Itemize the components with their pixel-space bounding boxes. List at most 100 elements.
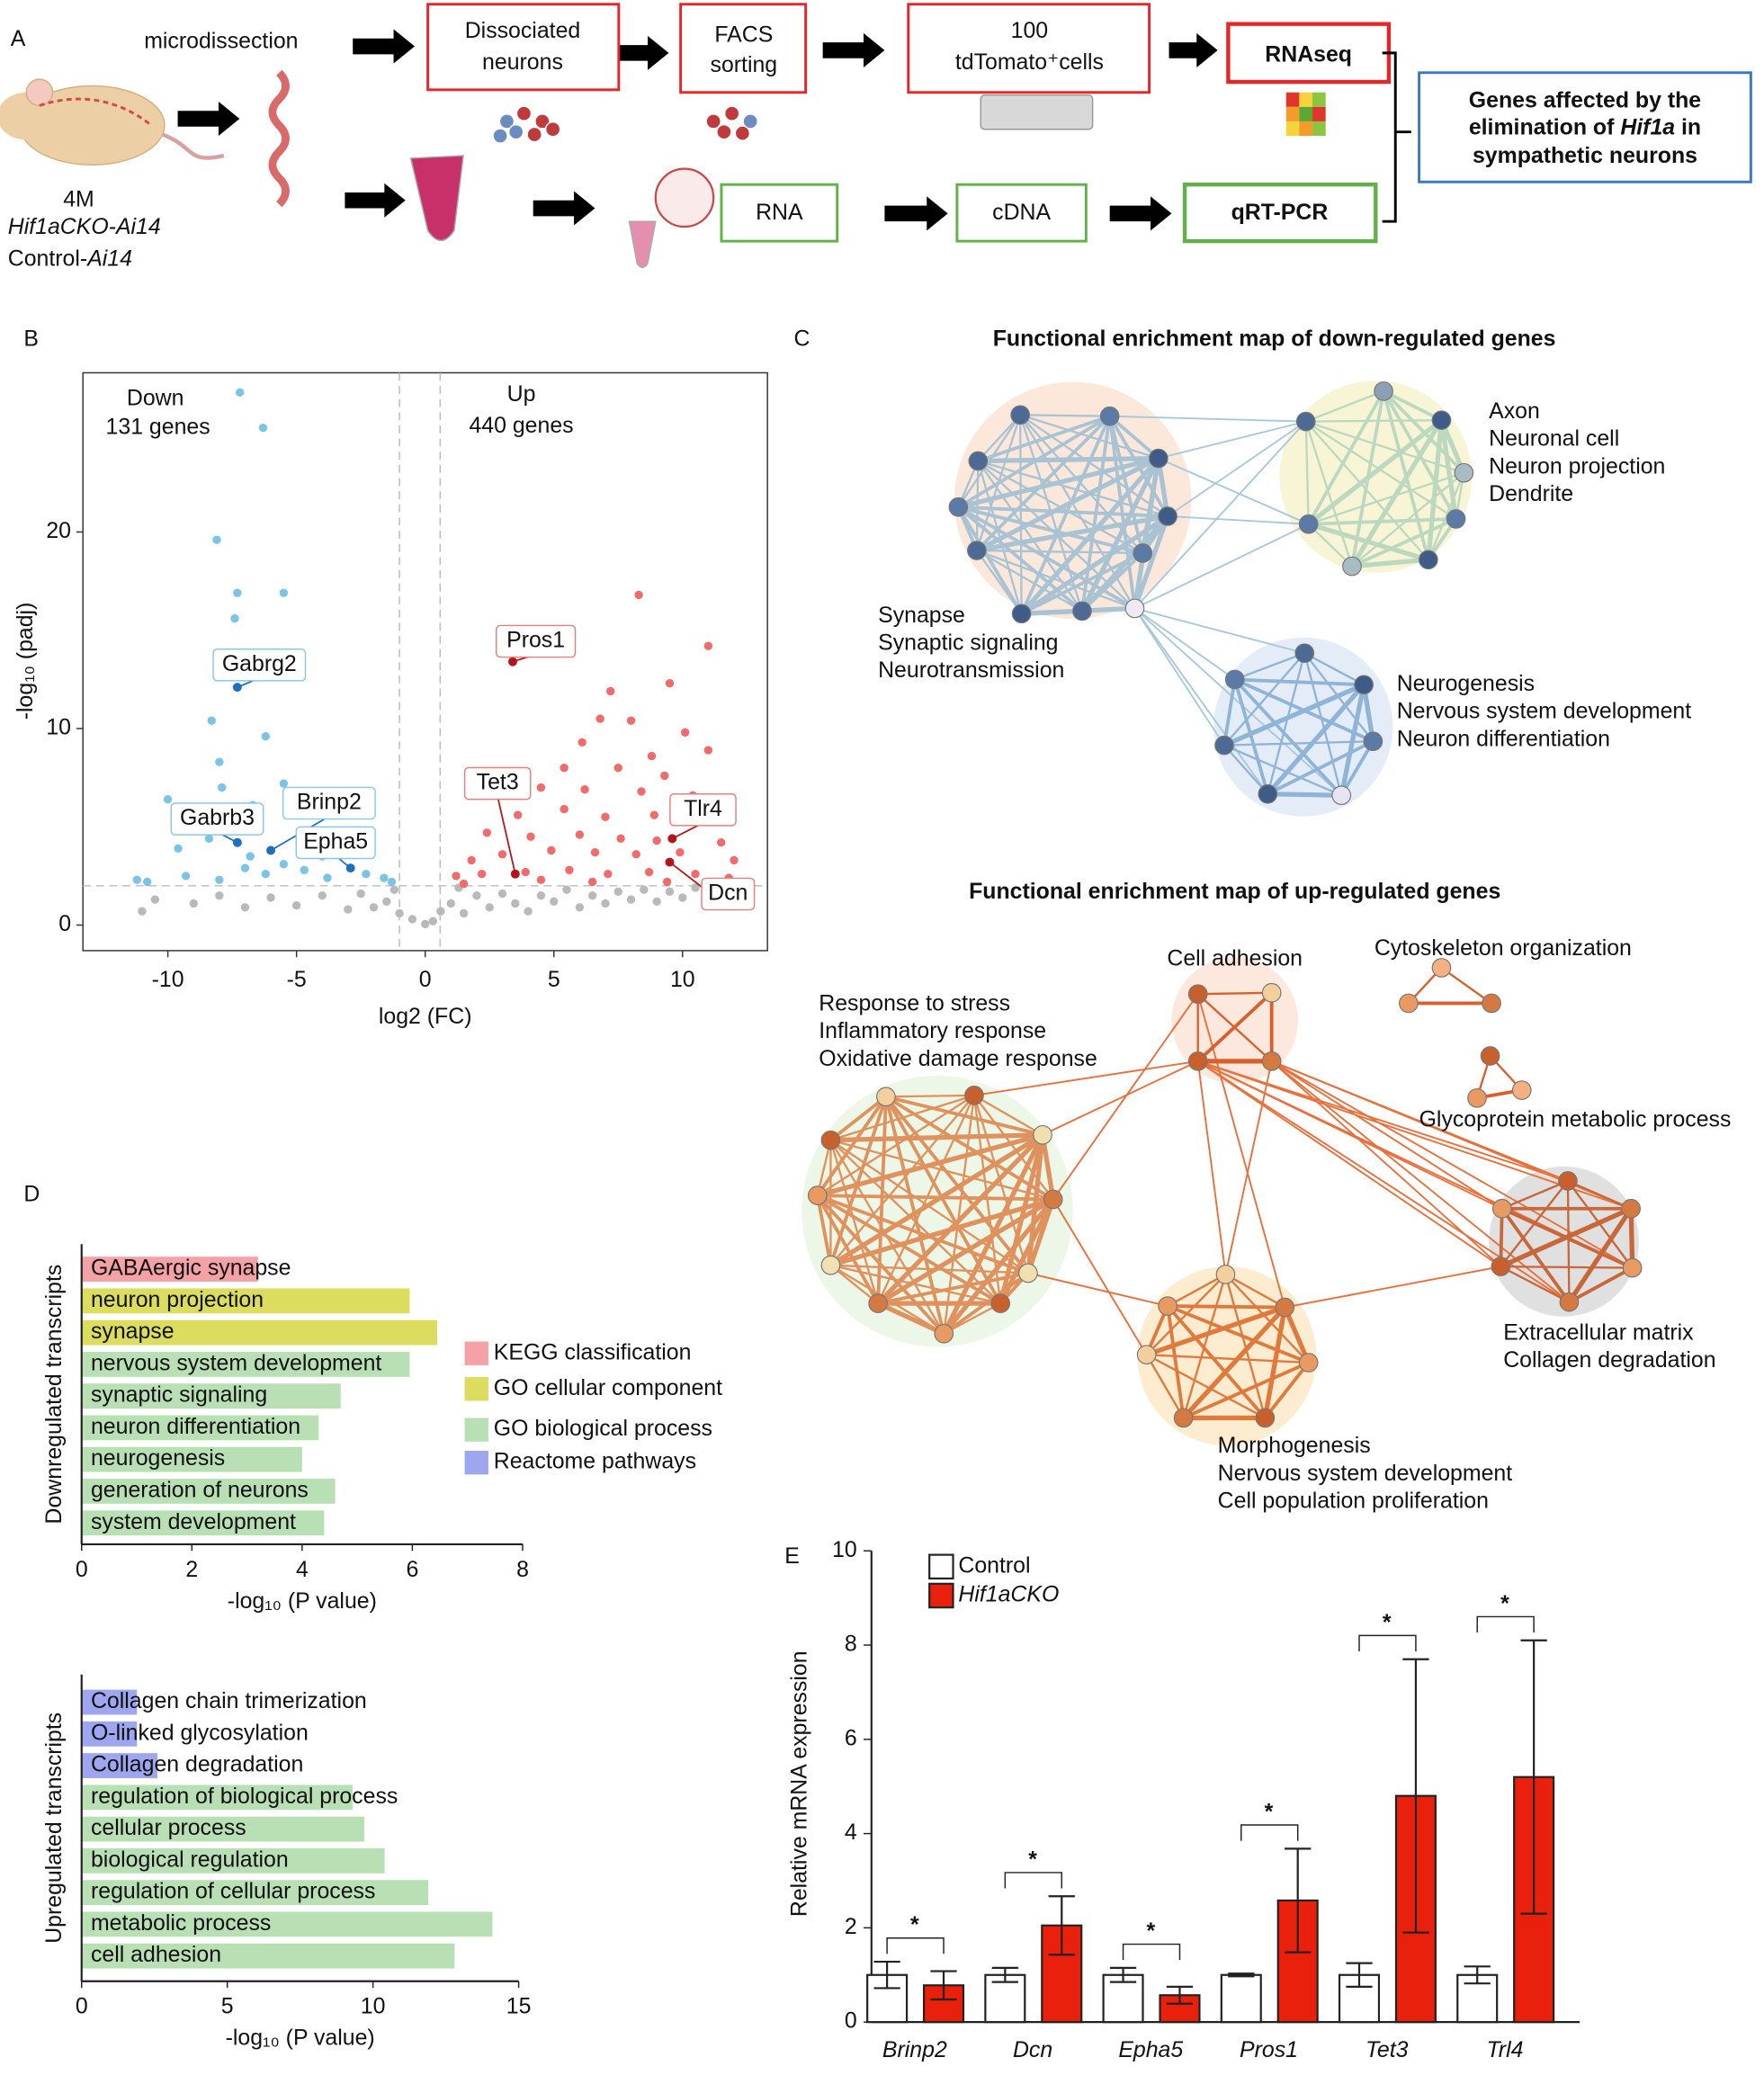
network-node bbox=[964, 1086, 984, 1105]
network-edge bbox=[1351, 557, 1429, 569]
error-bar bbox=[1048, 1895, 1075, 1956]
network-edge bbox=[1146, 1354, 1309, 1364]
point bbox=[323, 873, 332, 882]
label: Collagen degradation bbox=[1503, 1347, 1715, 1373]
bar bbox=[81, 1816, 364, 1842]
label: Control-Ai14 bbox=[8, 246, 132, 271]
network-edge bbox=[1303, 652, 1343, 796]
point bbox=[604, 870, 613, 879]
point bbox=[266, 893, 275, 902]
network-edge bbox=[1197, 1060, 1569, 1182]
label: sympathetic neurons bbox=[1473, 143, 1697, 168]
network-node bbox=[1446, 509, 1466, 529]
network-edge bbox=[1307, 522, 1429, 562]
point bbox=[575, 903, 585, 912]
significance-label: * bbox=[1028, 1847, 1037, 1872]
point bbox=[717, 838, 726, 847]
network-edge bbox=[977, 414, 1022, 462]
network-edge bbox=[1020, 551, 1144, 615]
significance-label: * bbox=[1265, 1799, 1274, 1824]
network-edge bbox=[1167, 1273, 1227, 1308]
network-edge bbox=[1196, 1060, 1227, 1275]
network-edge bbox=[976, 549, 1135, 610]
magnifier bbox=[654, 167, 715, 228]
point bbox=[652, 897, 661, 906]
network-edge bbox=[1166, 1304, 1267, 1419]
plate bbox=[980, 94, 1094, 130]
arrow bbox=[345, 183, 406, 218]
network-node bbox=[1399, 993, 1419, 1014]
network-node bbox=[967, 541, 987, 560]
point bbox=[547, 845, 556, 855]
label: Inflammatory response bbox=[819, 1018, 1046, 1043]
network-edge bbox=[1305, 389, 1384, 423]
network-edge bbox=[1027, 1272, 1169, 1307]
cell bbox=[534, 113, 551, 130]
group-label: 440 genes bbox=[469, 413, 573, 438]
cell bbox=[734, 125, 751, 141]
network-node bbox=[1558, 1171, 1578, 1191]
heatmap-cell bbox=[1312, 121, 1326, 137]
y-axis-label: Relative mRNA expression bbox=[786, 1650, 811, 1917]
network-edge bbox=[1285, 1266, 1501, 1309]
significance-bracket bbox=[1358, 1634, 1417, 1651]
network-edge bbox=[1305, 418, 1442, 423]
bar bbox=[81, 1943, 455, 1969]
label: Nervous system development bbox=[1218, 1461, 1513, 1486]
point bbox=[300, 865, 309, 875]
highlight-point bbox=[232, 837, 242, 847]
network-edge bbox=[1263, 1361, 1311, 1419]
legend-swatch bbox=[464, 1377, 488, 1401]
bar bbox=[81, 1880, 429, 1906]
y-tick-label: 8 bbox=[845, 1632, 857, 1657]
error-bar bbox=[930, 1970, 957, 2001]
network-edge bbox=[1019, 456, 1160, 616]
network-edge bbox=[1020, 514, 1169, 616]
error-bar bbox=[1346, 1962, 1373, 1988]
network-node bbox=[1010, 405, 1030, 425]
network-edge bbox=[1042, 1060, 1199, 1136]
point bbox=[536, 891, 546, 900]
cell bbox=[705, 113, 721, 130]
network-edge bbox=[1223, 744, 1269, 795]
arrow bbox=[884, 196, 948, 231]
group-label: 131 genes bbox=[106, 414, 210, 439]
network-node bbox=[1214, 735, 1234, 756]
network-edge bbox=[1168, 1304, 1285, 1310]
cell bbox=[526, 126, 542, 143]
point bbox=[665, 887, 675, 897]
heatmap-cell bbox=[1299, 92, 1313, 107]
network-node bbox=[1491, 1198, 1512, 1219]
bar-label: regulation of cellular process bbox=[91, 1879, 375, 1904]
x-tick-label: 6 bbox=[407, 1557, 419, 1582]
point bbox=[382, 897, 391, 906]
point bbox=[279, 860, 289, 869]
point bbox=[240, 863, 250, 872]
cell bbox=[742, 113, 758, 130]
legend-label: Control bbox=[958, 1552, 1030, 1578]
point bbox=[163, 794, 173, 804]
point bbox=[143, 877, 152, 887]
x-tick-label: 4 bbox=[296, 1557, 309, 1582]
point bbox=[217, 783, 227, 792]
label: Neuron differentiation bbox=[1397, 726, 1610, 751]
point bbox=[230, 613, 239, 623]
panel-label: B bbox=[23, 326, 39, 351]
point bbox=[560, 764, 569, 773]
point bbox=[212, 535, 221, 544]
network-edge bbox=[1233, 678, 1343, 797]
cell bbox=[723, 105, 740, 121]
point bbox=[181, 872, 191, 881]
network-edge bbox=[884, 1096, 1002, 1305]
label: Synapse bbox=[878, 603, 965, 628]
panel-label: E bbox=[784, 1543, 800, 1569]
point bbox=[652, 836, 661, 845]
point bbox=[482, 828, 492, 837]
x-tick-label: 2 bbox=[185, 1557, 198, 1582]
gene-label: Gabrb3 bbox=[180, 805, 255, 830]
network-node bbox=[1124, 598, 1145, 619]
network-edge bbox=[1158, 457, 1310, 525]
network-edge bbox=[1567, 1179, 1632, 1210]
tissue bbox=[268, 69, 290, 208]
network-edge bbox=[1438, 419, 1459, 520]
